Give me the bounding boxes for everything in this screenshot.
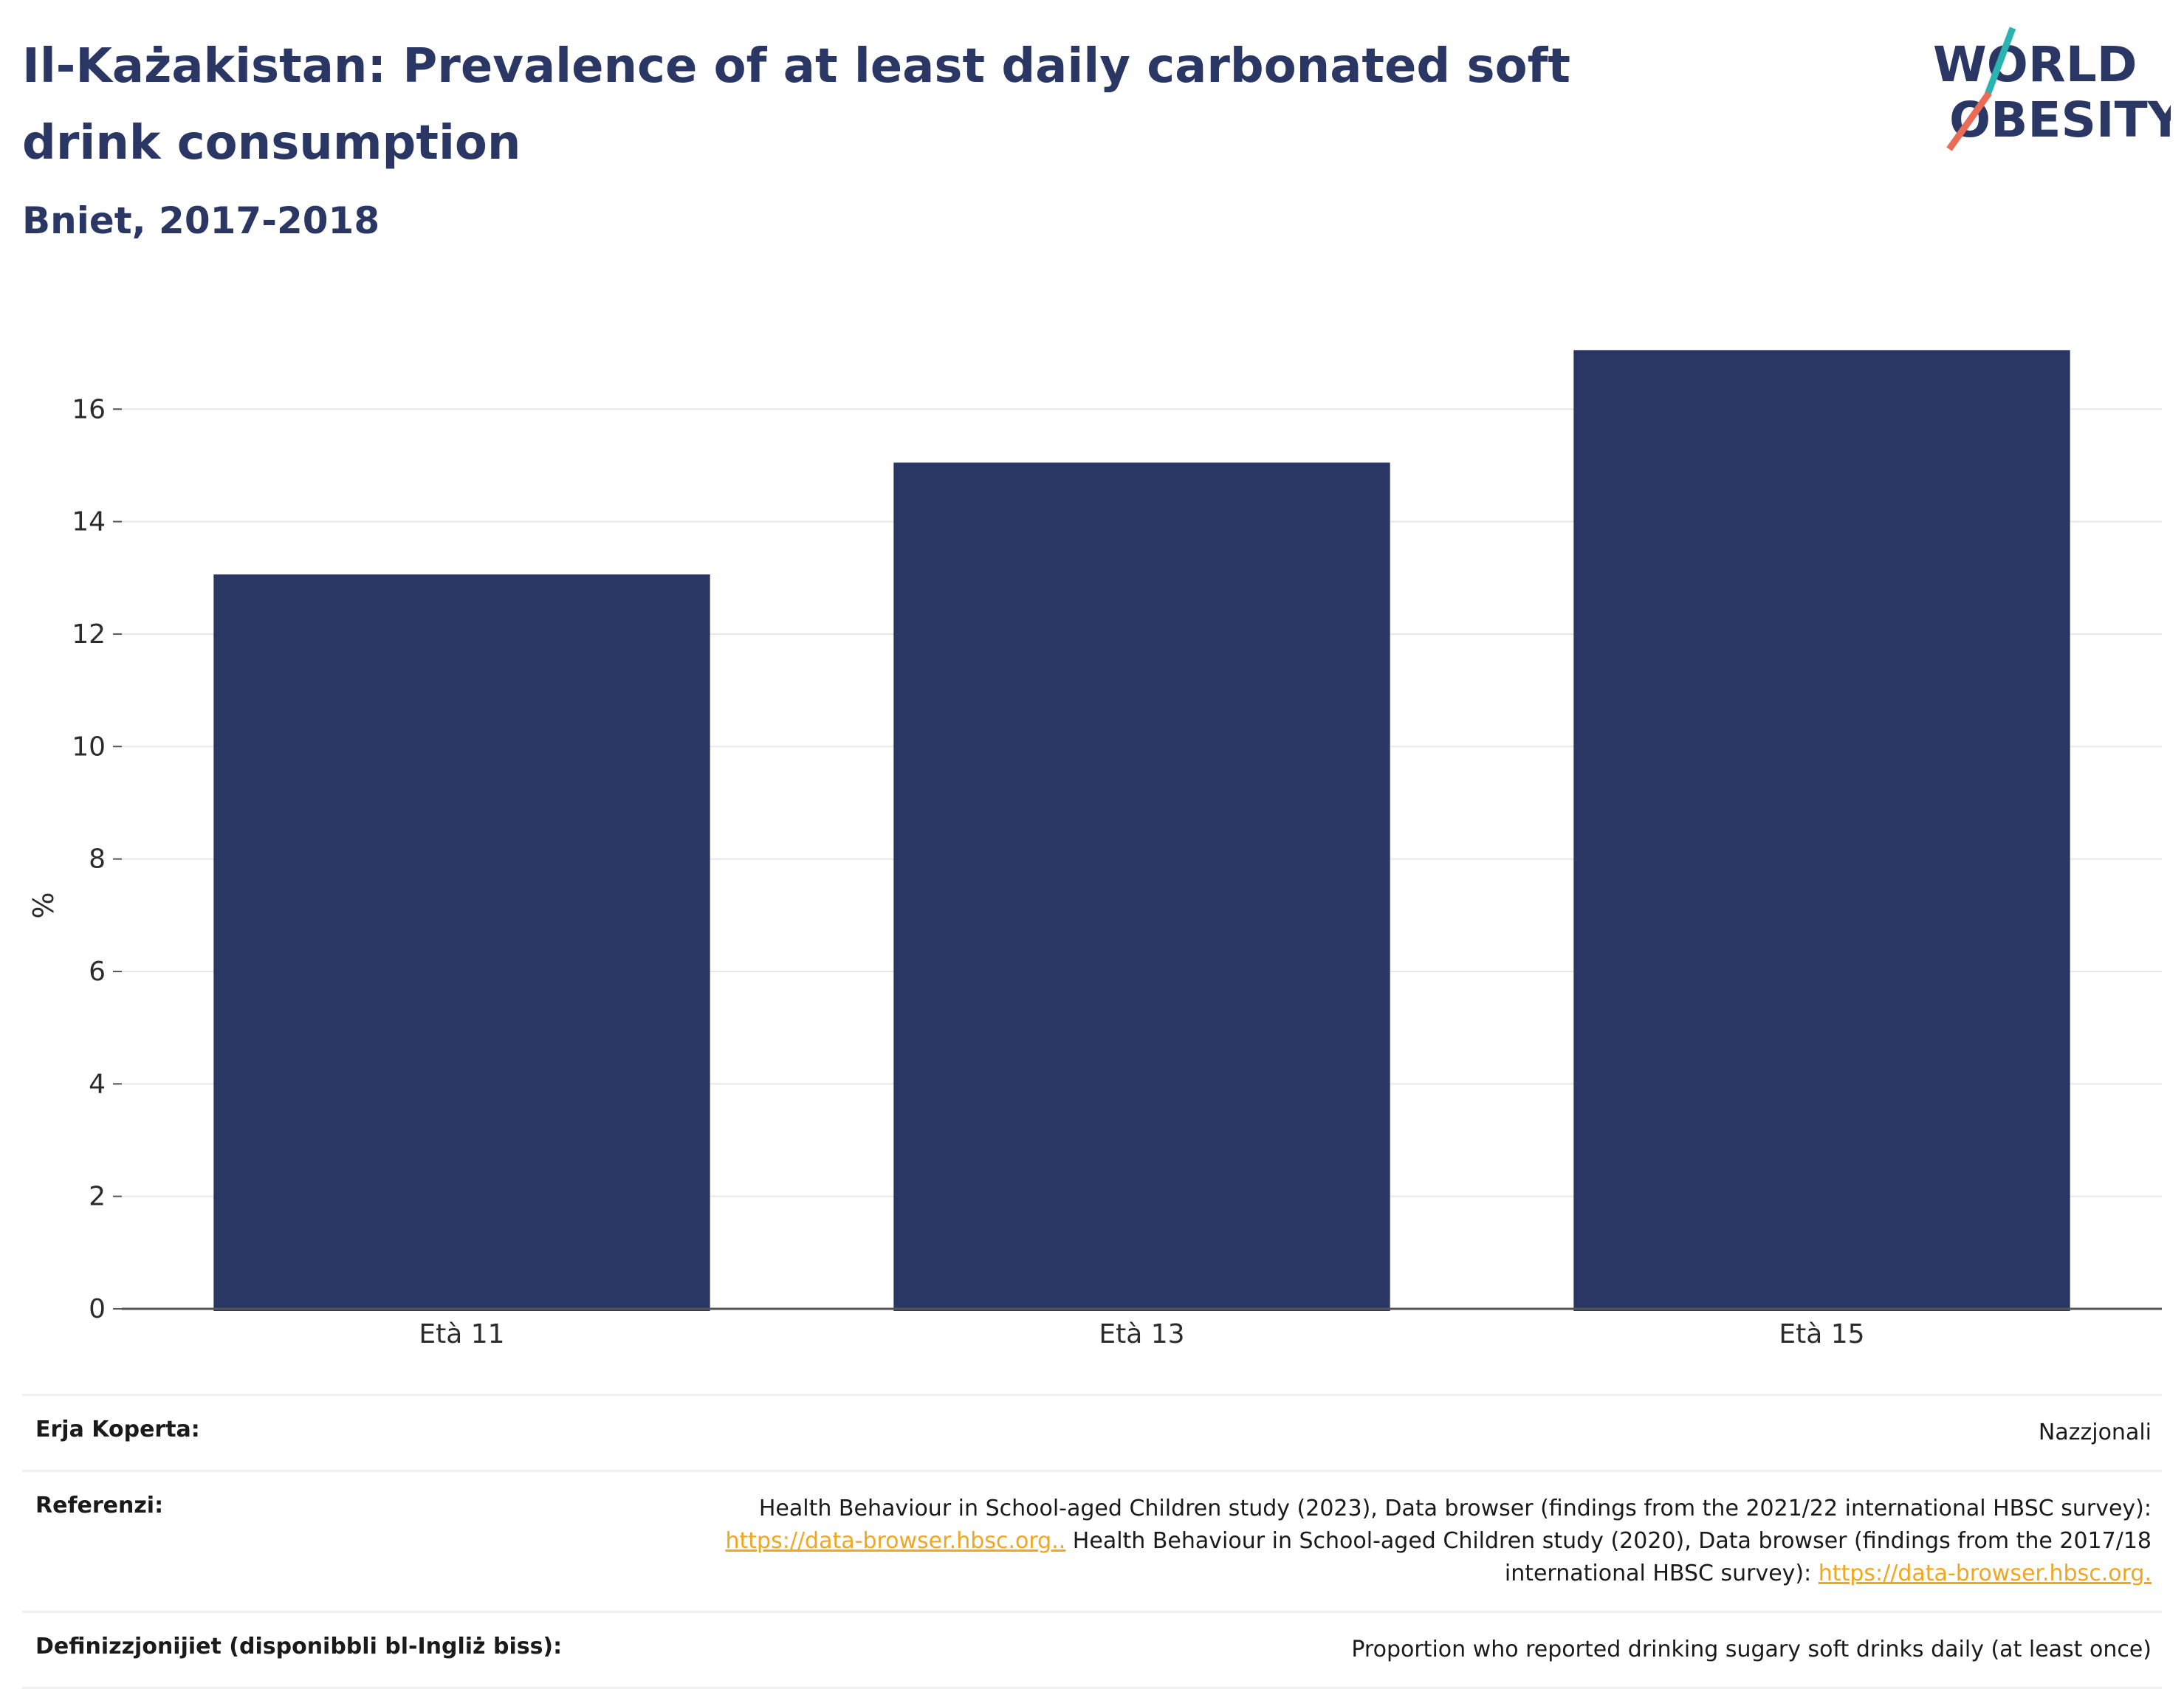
y-tick-label: 8 (89, 844, 106, 875)
reference-2-link[interactable]: https://data-browser.hbsc.org. (1818, 1561, 2152, 1586)
coverage-label: Erja Koperta: (35, 1417, 200, 1442)
bar-1[interactable] (213, 574, 710, 1311)
y-tick-label: 10 (72, 732, 106, 762)
x-tick-label: Età 15 (1779, 1319, 1864, 1349)
references-value: Health Behaviour in School-aged Children… (608, 1472, 2162, 1611)
references-row: Referenzi: Health Behaviour in School-ag… (22, 1470, 2162, 1611)
y-tick-label: 14 (72, 507, 106, 537)
y-tick-label: 0 (89, 1294, 106, 1324)
y-tick-label: 12 (72, 619, 106, 650)
definitions-label: Definizzjonijiet (disponibbli bl-Ingliż … (35, 1634, 563, 1659)
definitions-value: Proportion who reported drinking sugary … (1351, 1637, 2152, 1662)
metadata-table: Erja Koperta: Nazzjonali Referenzi: Heal… (22, 1394, 2162, 1689)
logo-slash-coral (1946, 91, 1992, 151)
references-label: Referenzi: (35, 1493, 164, 1518)
logo-line-1: WORLD (1933, 36, 2137, 93)
definitions-row: Definizzjonijiet (disponibbli bl-Ingliż … (22, 1611, 2162, 1689)
reference-1-link[interactable]: https://data-browser.hbsc.org.. (725, 1528, 1066, 1554)
x-tick-label: Età 13 (1099, 1319, 1184, 1349)
y-axis-title: % (27, 892, 60, 918)
page-subtitle: Bniet, 2017-2018 (22, 199, 380, 242)
bar-chart: 0 2 4 6 8 10 12 14 16 Età 11 Età 13 Età 15 % (27, 350, 2162, 1349)
bar-2[interactable] (893, 462, 1390, 1311)
world-obesity-logo: WORLD OBESITY (1933, 27, 2171, 151)
logo-slash-teal (1984, 27, 2016, 96)
chart-bars (213, 350, 2070, 1312)
y-tick-label: 16 (72, 394, 106, 424)
reference-1-text: Health Behaviour in School-aged Children… (758, 1496, 2152, 1521)
y-tick-label: 4 (89, 1069, 106, 1099)
y-tick-label: 2 (89, 1182, 106, 1212)
coverage-row: Erja Koperta: Nazzjonali (22, 1394, 2162, 1470)
reference-2-text: Health Behaviour in School-aged Children… (1065, 1528, 2152, 1586)
y-tick-label: 6 (89, 957, 106, 987)
page-title: Il-Każakistan: Prevalence of at least da… (22, 39, 1570, 171)
coverage-value: Nazzjonali (2038, 1420, 2152, 1445)
x-tick-label: Età 11 (419, 1319, 504, 1349)
x-tick-labels: Età 11 Età 13 Età 15 (419, 1319, 1864, 1349)
bar-3[interactable] (1573, 350, 2070, 1312)
y-tick-labels: 0 2 4 6 8 10 12 14 16 (72, 394, 122, 1324)
